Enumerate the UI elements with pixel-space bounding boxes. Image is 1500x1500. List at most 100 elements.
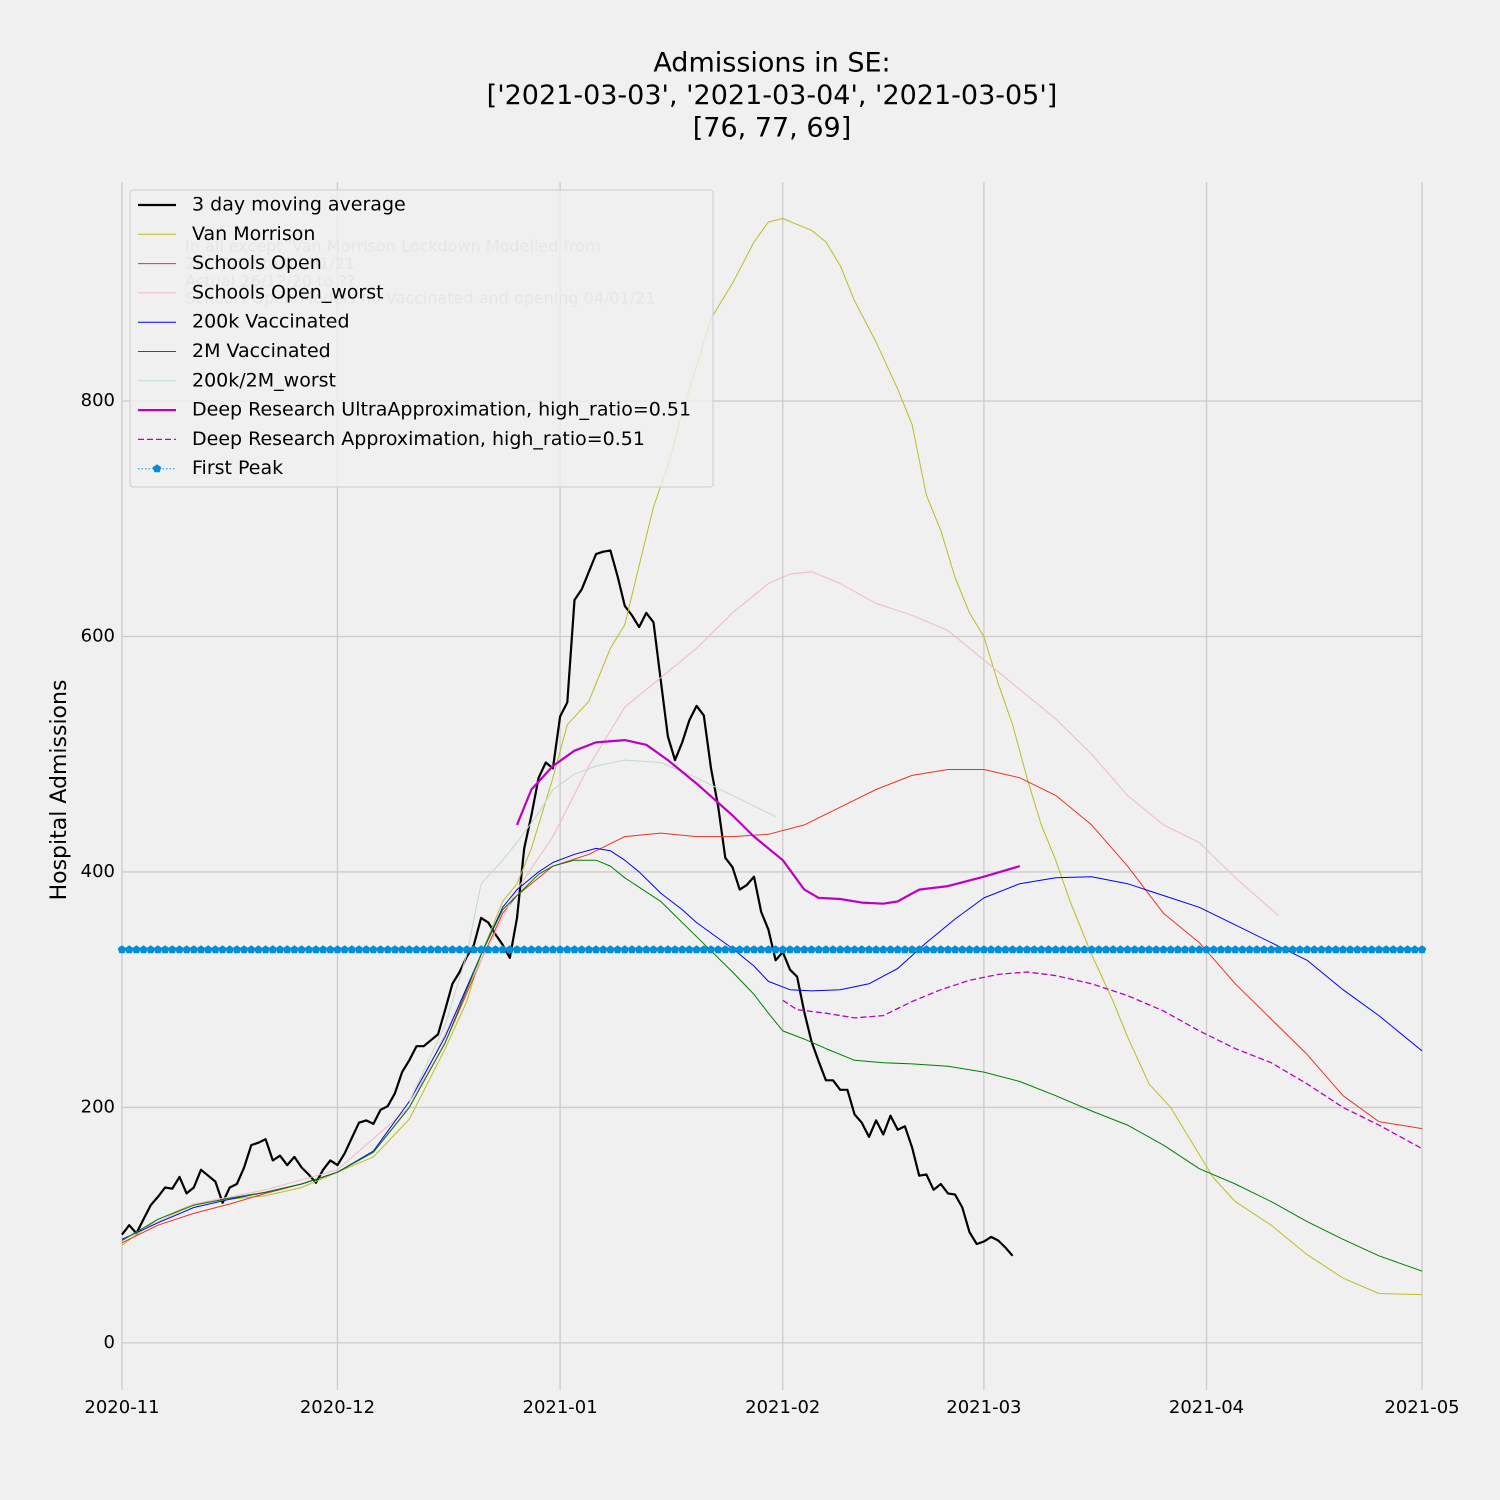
marker <box>1022 945 1032 954</box>
marker <box>247 945 256 954</box>
legend-label: Schools Open_worst <box>192 281 384 303</box>
marker <box>685 945 694 954</box>
marker <box>843 945 852 954</box>
marker <box>1152 945 1161 954</box>
marker <box>1044 945 1053 954</box>
marker <box>598 945 608 954</box>
marker <box>1001 945 1010 954</box>
legend-box <box>129 189 714 488</box>
marker <box>469 945 479 954</box>
marker <box>232 945 242 954</box>
marker <box>541 945 550 954</box>
marker <box>1073 945 1082 954</box>
marker <box>168 945 177 954</box>
marker <box>670 945 680 954</box>
marker <box>318 945 328 954</box>
marker <box>1037 945 1046 954</box>
legend-label: Deep Research Approximation, high_ratio=… <box>192 428 645 450</box>
marker <box>419 945 428 954</box>
marker <box>721 945 730 954</box>
marker <box>656 945 665 954</box>
marker <box>1274 945 1283 954</box>
marker <box>369 945 378 954</box>
marker <box>225 945 234 954</box>
x-tick-label: 2021-03 <box>946 1397 1021 1418</box>
marker <box>254 945 263 954</box>
marker <box>1331 945 1341 954</box>
marker <box>1252 945 1262 954</box>
marker <box>1195 945 1204 954</box>
labels: Hospital Admissions Admissions in SE:['2… <box>47 48 1460 1419</box>
marker <box>1209 945 1218 954</box>
marker <box>1029 945 1039 954</box>
marker <box>132 945 141 954</box>
marker <box>1187 945 1197 954</box>
legend-label: 200k Vaccinated <box>192 311 350 333</box>
marker <box>613 945 622 954</box>
marker <box>196 945 206 954</box>
marker <box>1231 945 1240 954</box>
marker <box>1360 945 1369 954</box>
marker <box>448 945 457 954</box>
marker <box>347 945 357 954</box>
marker <box>771 945 780 954</box>
marker <box>261 945 270 954</box>
marker <box>1130 945 1139 954</box>
marker <box>491 945 500 954</box>
marker <box>836 945 845 954</box>
marker <box>1202 945 1211 954</box>
y-tick-label: 200 <box>81 1096 115 1117</box>
marker <box>1094 945 1104 954</box>
marker <box>1065 945 1075 954</box>
marker <box>1080 945 1089 954</box>
marker <box>1353 945 1362 954</box>
marker <box>756 945 766 954</box>
series-line <box>121 847 1423 1240</box>
marker <box>203 945 213 954</box>
marker <box>189 945 199 954</box>
marker <box>426 945 436 954</box>
series-line <box>121 859 1423 1272</box>
x-tick-label: 2021-04 <box>1169 1397 1244 1418</box>
marker <box>1108 945 1118 954</box>
marker <box>1345 945 1355 954</box>
marker <box>455 945 464 954</box>
marker <box>268 945 278 954</box>
marker <box>527 945 536 954</box>
chart-title: Admissions in SE: <box>653 48 890 79</box>
marker <box>1144 945 1154 954</box>
marker <box>512 945 522 954</box>
marker <box>563 945 572 954</box>
series-line <box>121 218 1423 1296</box>
x-tick-label: 2020-12 <box>300 1397 375 1418</box>
plot-area <box>117 218 1427 1296</box>
marker <box>304 945 313 954</box>
marker <box>713 945 723 954</box>
marker <box>886 945 895 954</box>
marker <box>642 945 651 954</box>
marker <box>1410 945 1420 954</box>
legend-label: 200k/2M_worst <box>192 369 336 391</box>
marker <box>505 945 515 954</box>
marker <box>922 945 931 954</box>
marker <box>1123 945 1132 954</box>
marker <box>376 945 385 954</box>
marker <box>1389 945 1398 954</box>
marker <box>1087 945 1096 954</box>
marker <box>390 945 400 954</box>
marker <box>239 945 249 954</box>
marker <box>124 945 134 954</box>
marker <box>1008 945 1017 954</box>
marker <box>620 945 629 954</box>
marker <box>1302 945 1312 954</box>
marker <box>577 945 586 954</box>
marker <box>950 945 960 954</box>
marker <box>139 945 148 954</box>
marker <box>1058 945 1068 954</box>
marker <box>677 945 687 954</box>
marker <box>412 945 421 954</box>
marker <box>484 945 493 954</box>
marker <box>807 945 816 954</box>
y-tick-label: 0 <box>104 1332 115 1353</box>
marker <box>311 945 321 954</box>
